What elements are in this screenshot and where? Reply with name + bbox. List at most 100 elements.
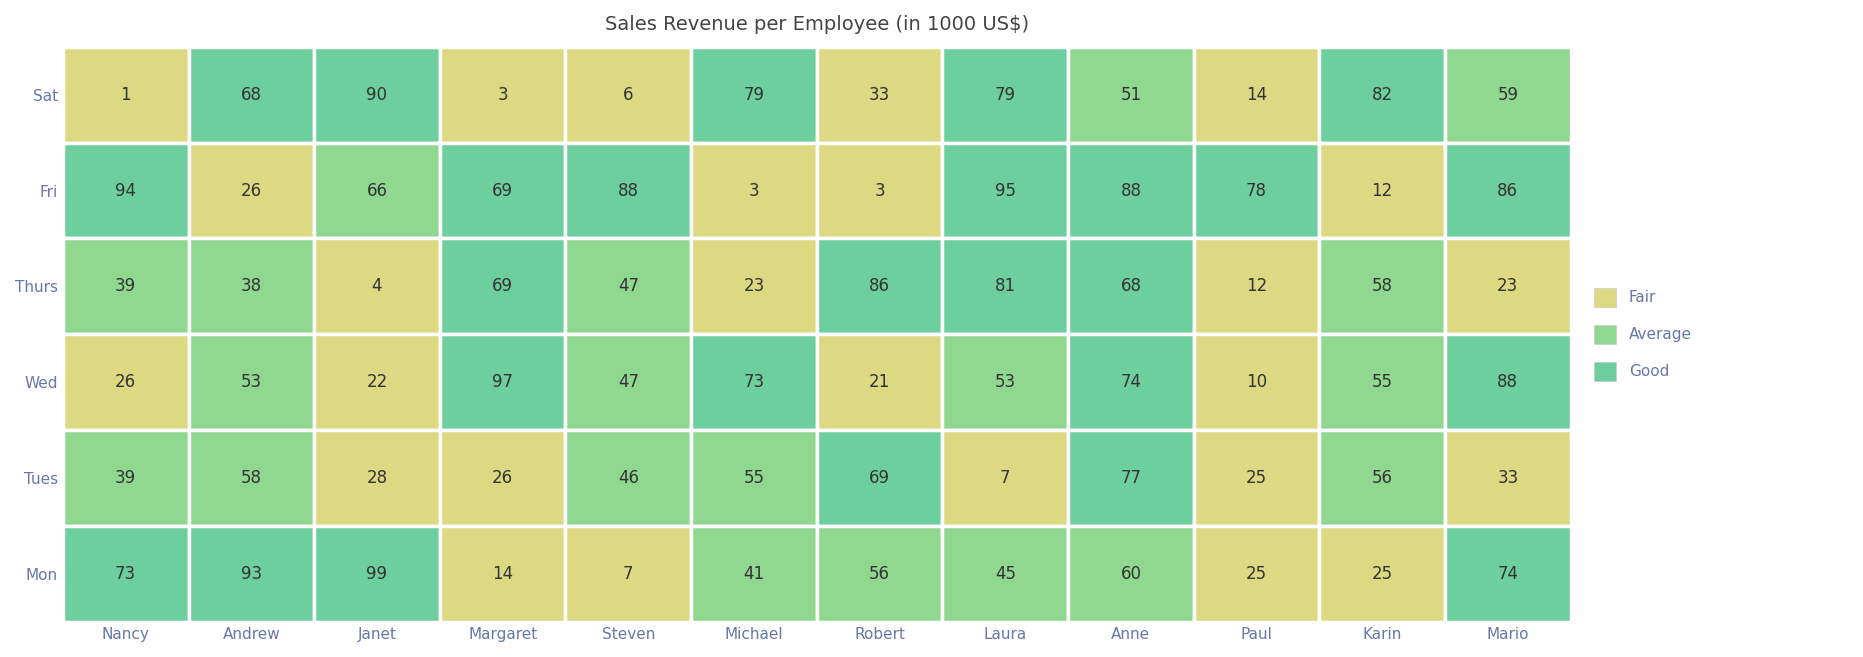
FancyBboxPatch shape: [188, 143, 315, 238]
FancyBboxPatch shape: [1446, 334, 1571, 430]
FancyBboxPatch shape: [440, 143, 566, 238]
Text: 81: 81: [995, 277, 1015, 296]
Text: 86: 86: [1498, 181, 1518, 200]
Text: 26: 26: [116, 373, 136, 392]
Text: 14: 14: [492, 565, 512, 583]
Text: 79: 79: [743, 85, 764, 104]
Text: 26: 26: [240, 181, 263, 200]
Text: 73: 73: [116, 565, 136, 583]
Text: 41: 41: [743, 565, 764, 583]
Text: 60: 60: [1120, 565, 1142, 583]
FancyBboxPatch shape: [566, 143, 691, 238]
Text: 69: 69: [492, 181, 512, 200]
FancyBboxPatch shape: [1446, 526, 1571, 622]
Text: 68: 68: [240, 85, 263, 104]
FancyBboxPatch shape: [440, 334, 566, 430]
FancyBboxPatch shape: [1194, 430, 1319, 526]
FancyBboxPatch shape: [440, 238, 566, 334]
Text: 82: 82: [1371, 85, 1394, 104]
FancyBboxPatch shape: [566, 47, 691, 143]
Text: 33: 33: [868, 85, 891, 104]
FancyBboxPatch shape: [943, 430, 1067, 526]
FancyBboxPatch shape: [1446, 430, 1571, 526]
Text: 56: 56: [870, 565, 891, 583]
FancyBboxPatch shape: [943, 143, 1067, 238]
FancyBboxPatch shape: [315, 334, 440, 430]
Text: 12: 12: [1246, 277, 1267, 296]
FancyBboxPatch shape: [691, 47, 816, 143]
Text: 77: 77: [1120, 469, 1142, 487]
Text: 66: 66: [367, 181, 388, 200]
Text: 58: 58: [240, 469, 263, 487]
FancyBboxPatch shape: [315, 526, 440, 622]
Text: 10: 10: [1246, 373, 1267, 392]
FancyBboxPatch shape: [691, 143, 816, 238]
Text: 23: 23: [743, 277, 764, 296]
Text: 78: 78: [1246, 181, 1267, 200]
Text: 55: 55: [1371, 373, 1394, 392]
Text: 88: 88: [1120, 181, 1142, 200]
Title: Sales Revenue per Employee (in 1000 US$): Sales Revenue per Employee (in 1000 US$): [605, 15, 1028, 34]
FancyBboxPatch shape: [943, 334, 1067, 430]
FancyBboxPatch shape: [566, 430, 691, 526]
FancyBboxPatch shape: [1067, 430, 1194, 526]
FancyBboxPatch shape: [1067, 143, 1194, 238]
Text: 7: 7: [622, 565, 633, 583]
FancyBboxPatch shape: [1194, 47, 1319, 143]
FancyBboxPatch shape: [1319, 334, 1446, 430]
FancyBboxPatch shape: [315, 47, 440, 143]
FancyBboxPatch shape: [1067, 47, 1194, 143]
Text: 4: 4: [373, 277, 382, 296]
FancyBboxPatch shape: [566, 238, 691, 334]
Text: 53: 53: [995, 373, 1015, 392]
Text: 21: 21: [868, 373, 891, 392]
Legend: Fair, Average, Good: Fair, Average, Good: [1585, 281, 1699, 388]
FancyBboxPatch shape: [315, 430, 440, 526]
Text: 25: 25: [1246, 469, 1267, 487]
FancyBboxPatch shape: [691, 238, 816, 334]
FancyBboxPatch shape: [63, 526, 188, 622]
FancyBboxPatch shape: [1446, 143, 1571, 238]
Text: 1: 1: [121, 85, 130, 104]
FancyBboxPatch shape: [943, 47, 1067, 143]
Text: 59: 59: [1498, 85, 1518, 104]
FancyBboxPatch shape: [816, 430, 943, 526]
Text: 33: 33: [1498, 469, 1518, 487]
Text: 97: 97: [492, 373, 512, 392]
FancyBboxPatch shape: [816, 238, 943, 334]
FancyBboxPatch shape: [1319, 143, 1446, 238]
Text: 58: 58: [1371, 277, 1394, 296]
FancyBboxPatch shape: [1319, 238, 1446, 334]
FancyBboxPatch shape: [63, 47, 188, 143]
FancyBboxPatch shape: [188, 47, 315, 143]
FancyBboxPatch shape: [1067, 334, 1194, 430]
FancyBboxPatch shape: [1194, 143, 1319, 238]
Text: 74: 74: [1498, 565, 1518, 583]
FancyBboxPatch shape: [440, 47, 566, 143]
Text: 53: 53: [240, 373, 263, 392]
Text: 90: 90: [367, 85, 388, 104]
FancyBboxPatch shape: [63, 143, 188, 238]
Text: 39: 39: [116, 469, 136, 487]
Text: 39: 39: [116, 277, 136, 296]
Text: 6: 6: [622, 85, 633, 104]
Text: 47: 47: [619, 373, 639, 392]
FancyBboxPatch shape: [1067, 526, 1194, 622]
Text: 86: 86: [870, 277, 891, 296]
FancyBboxPatch shape: [943, 238, 1067, 334]
Text: 95: 95: [995, 181, 1015, 200]
Text: 3: 3: [874, 181, 885, 200]
FancyBboxPatch shape: [566, 334, 691, 430]
FancyBboxPatch shape: [1194, 238, 1319, 334]
FancyBboxPatch shape: [1319, 526, 1446, 622]
FancyBboxPatch shape: [691, 526, 816, 622]
Text: 69: 69: [492, 277, 512, 296]
Text: 3: 3: [497, 85, 509, 104]
Text: 56: 56: [1371, 469, 1394, 487]
Text: 3: 3: [749, 181, 760, 200]
FancyBboxPatch shape: [1446, 238, 1571, 334]
Text: 38: 38: [240, 277, 263, 296]
Text: 23: 23: [1498, 277, 1518, 296]
FancyBboxPatch shape: [63, 238, 188, 334]
FancyBboxPatch shape: [188, 526, 315, 622]
